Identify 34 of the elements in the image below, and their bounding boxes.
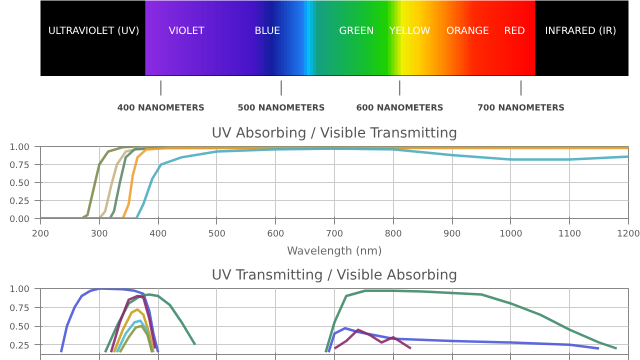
y-tick-label: 0.75 xyxy=(9,161,30,171)
x-tick-label: 300 xyxy=(90,230,108,240)
x-tick-label: 700 xyxy=(326,230,344,240)
x-tick-label: 200 xyxy=(32,230,50,240)
y-tick-label: 1.00 xyxy=(9,143,30,153)
text: RED xyxy=(504,26,526,37)
x-axis-title: Wavelength (nm) xyxy=(286,244,382,258)
y-tick-label: 0.25 xyxy=(9,341,30,352)
chart-title: UV Absorbing / Visible Transmitting xyxy=(212,126,458,142)
y-tick-label: 0.50 xyxy=(9,179,30,189)
text: 500 NANOMETERS xyxy=(238,104,325,114)
text: 700 NANOMETERS xyxy=(477,104,565,114)
y-tick-label: 1.00 xyxy=(9,285,30,295)
x-tick-label: 600 xyxy=(267,230,285,240)
text: VIOLET xyxy=(168,26,206,37)
text: ORANGE xyxy=(446,26,490,37)
chart-title: UV Transmitting / Visible Absorbing xyxy=(212,268,458,284)
text: 600 NANOMETERS xyxy=(356,104,444,114)
text: ULTRAVIOLET (UV) xyxy=(48,26,140,37)
x-tick-label: 1200 xyxy=(617,230,640,240)
y-tick-label: 0.25 xyxy=(9,197,30,207)
x-tick-label: 900 xyxy=(444,230,461,240)
x-tick-label: 1000 xyxy=(499,230,523,240)
text: BLUE xyxy=(254,26,280,37)
x-tick-label: 1100 xyxy=(558,230,582,240)
y-tick-label: 0.50 xyxy=(9,322,30,332)
x-tick-label: 500 xyxy=(208,230,226,240)
y-tick-label: 0.00 xyxy=(9,215,30,225)
text: GREEN xyxy=(339,26,374,37)
x-tick-label: 800 xyxy=(384,230,402,240)
text: 400 NANOMETERS xyxy=(117,104,204,114)
text: INFRARED (IR) xyxy=(545,26,617,37)
y-tick-label: 0.75 xyxy=(9,304,30,314)
x-tick-label: 400 xyxy=(150,230,167,240)
